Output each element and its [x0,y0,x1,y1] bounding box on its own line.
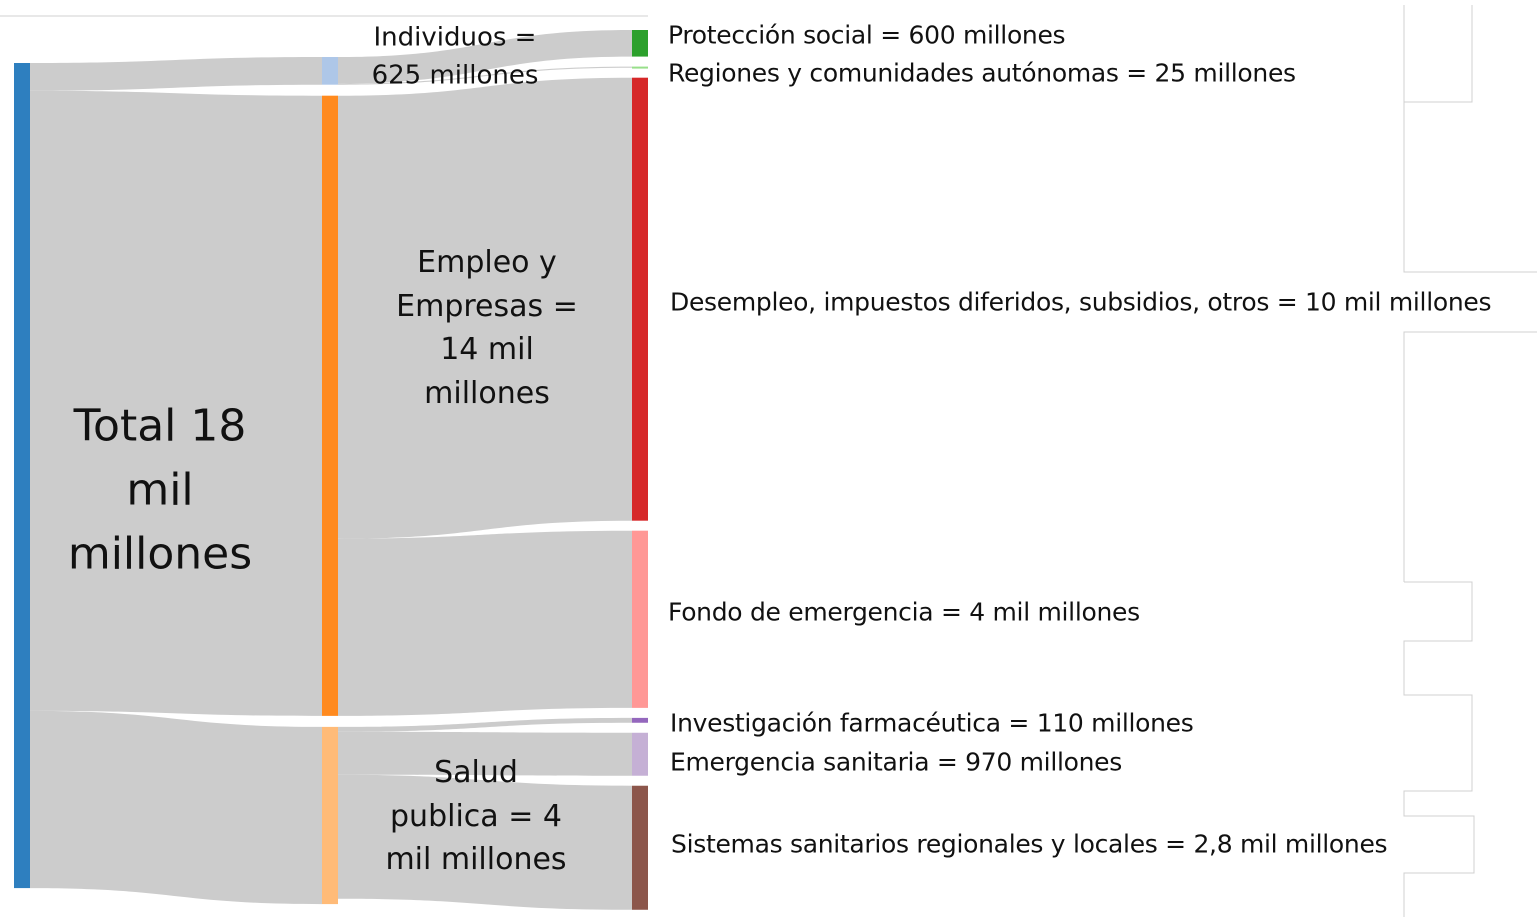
node [632,77,648,521]
node-label: Salud publica = 4 mil millones [385,754,567,877]
node [632,530,648,708]
node-label: Regiones y comunidades autónomas = 25 mi… [668,58,1296,88]
frame-line [1403,102,1537,917]
node [14,63,30,889]
link [338,30,632,84]
node [632,732,648,776]
link [338,717,632,732]
node-label: Total 18 mil millones [67,400,253,579]
link [30,90,322,716]
node-label: Sistemas sanitarios regionales y locales… [671,829,1388,859]
node-label: Emergencia sanitaria = 970 millones [670,747,1122,777]
link [30,710,322,905]
link [338,77,632,539]
node-label: Investigación farmacéutica = 110 millone… [670,708,1194,738]
node-label: Empleo y Empresas = 14 mil millones [396,245,578,411]
node-label: Individuos = 625 millones [371,22,539,90]
node-label: Fondo de emergencia = 4 mil millones [668,597,1140,627]
node [632,30,648,57]
link [338,530,632,716]
link [338,774,632,910]
link [338,731,632,776]
frame-line [1403,5,1473,103]
node [632,66,648,69]
node [632,717,648,723]
node [322,95,338,716]
link [30,57,322,91]
node [632,785,648,910]
node-label: Desempleo, impuestos diferidos, subsidio… [670,287,1492,317]
link [338,66,632,85]
node-label: Protección social = 600 millones [668,20,1066,50]
node [322,726,338,905]
node [322,57,338,85]
